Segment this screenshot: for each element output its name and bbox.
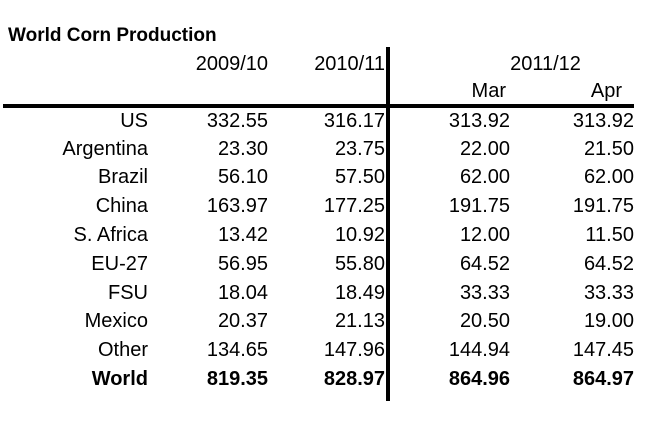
table-row-world-total: World 819.35 828.97 864.96 864.97 [3,365,634,394]
value-cell: 828.97 [323,368,385,391]
col-header-apr: Apr [590,80,622,102]
row-label: Other [97,339,148,362]
value-cell: 13.42 [217,224,268,247]
row-label: World [91,368,148,391]
value-cell: 33.33 [459,281,510,304]
production-table: 2009/10 2010/11 2011/12 Mar Apr US 332.5… [3,49,634,394]
table-row-china: China 163.97 177.25 191.75 191.75 [3,192,634,221]
row-label: EU-27 [91,252,148,275]
value-cell: 20.50 [459,310,510,333]
header-spacer [3,49,148,79]
value-cell: 21.50 [583,137,634,160]
value-cell: 64.52 [459,252,510,275]
value-cell: 316.17 [323,109,385,132]
row-label: US [120,109,148,132]
row-label: S. Africa [73,224,148,247]
row-label: FSU [108,281,148,304]
col-header-2010-11: 2010/11 [314,52,385,75]
value-cell: 819.35 [206,368,268,391]
row-label: Argentina [62,137,148,160]
value-cell: 23.30 [217,137,268,160]
value-cell: 11.50 [585,224,634,247]
value-cell: 62.00 [583,166,634,189]
table-header: 2009/10 2010/11 2011/12 Mar Apr [3,49,634,106]
table-row-fsu: FSU 18.04 18.49 33.33 33.33 [3,279,634,308]
row-label: Mexico [84,310,148,333]
sheet-title: World Corn Production [8,25,217,46]
header-spacer [3,79,148,106]
row-label: Brazil [97,166,148,189]
value-cell: 864.97 [572,368,634,391]
value-cell: 18.49 [334,281,385,304]
value-cell: 144.94 [448,339,510,362]
col-header-2009-10: 2009/10 [195,52,268,75]
table-row-mexico: Mexico 20.37 21.13 20.50 19.00 [3,308,634,337]
value-cell: 177.25 [323,195,385,218]
value-cell: 147.45 [572,339,634,362]
value-cell: 313.92 [448,109,510,132]
table-row-s-africa: S. Africa 13.42 10.92 12.00 11.50 [3,221,634,250]
value-cell: 20.37 [217,310,268,333]
header-spacer [268,79,385,106]
col-group-header-2011-12: 2011/12 [510,52,581,75]
table-row-eu-27: EU-27 56.95 55.80 64.52 64.52 [3,250,634,279]
value-cell: 191.75 [448,195,510,218]
value-cell: 21.13 [334,310,385,333]
col-header-mar: Mar [471,80,506,102]
value-cell: 332.55 [206,109,268,132]
column-divider-rule [386,47,390,401]
table-row-other: Other 134.65 147.96 144.94 147.45 [3,336,634,365]
value-cell: 163.97 [206,195,268,218]
header-spacer [148,79,268,106]
header-row-years: 2009/10 2010/11 2011/12 [3,49,634,79]
value-cell: 18.04 [217,281,268,304]
value-cell: 55.80 [334,252,385,275]
value-cell: 313.92 [572,109,634,132]
table-body: US 332.55 316.17 313.92 313.92 Argentina… [3,106,634,394]
table-row-us: US 332.55 316.17 313.92 313.92 [3,106,634,135]
row-label: China [95,195,148,218]
value-cell: 134.65 [206,339,268,362]
value-cell: 33.33 [583,281,634,304]
value-cell: 57.50 [334,166,385,189]
value-cell: 147.96 [323,339,385,362]
value-cell: 12.00 [459,224,510,247]
value-cell: 22.00 [459,137,510,160]
value-cell: 19.00 [583,310,634,333]
value-cell: 864.96 [448,368,510,391]
value-cell: 56.95 [217,252,268,275]
value-cell: 62.00 [459,166,510,189]
value-cell: 10.92 [334,224,385,247]
header-row-months: Mar Apr [3,79,634,106]
table-row-argentina: Argentina 23.30 23.75 22.00 21.50 [3,135,634,164]
value-cell: 23.75 [334,137,385,160]
table-row-brazil: Brazil 56.10 57.50 62.00 62.00 [3,164,634,193]
value-cell: 191.75 [572,195,634,218]
value-cell: 56.10 [217,166,268,189]
value-cell: 64.52 [583,252,634,275]
